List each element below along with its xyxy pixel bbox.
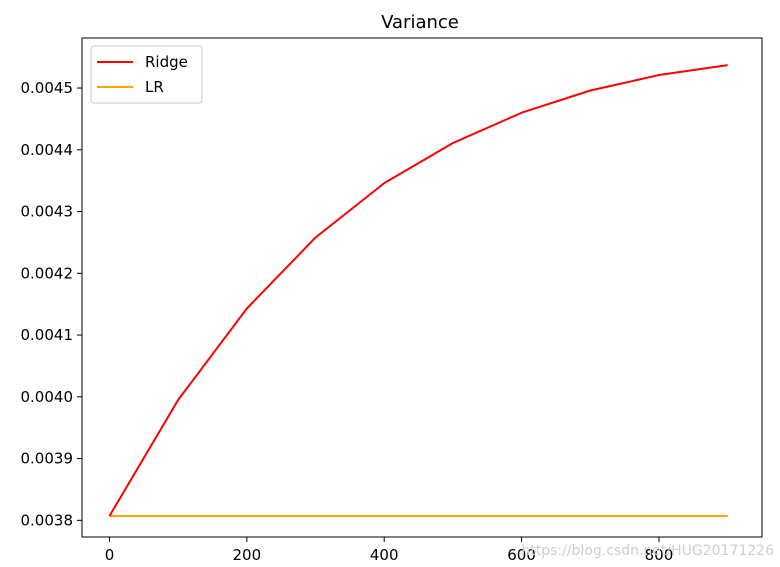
legend-frame xyxy=(90,45,203,104)
x-tick-label: 200 xyxy=(233,546,262,564)
y-tick-label: 0.0041 xyxy=(21,326,74,344)
x-tick-label: 600 xyxy=(507,546,536,564)
y-tick-label: 0.0040 xyxy=(21,388,74,406)
series-layer xyxy=(108,64,728,517)
y-tick-label: 0.0044 xyxy=(21,141,74,159)
series-line-ridge xyxy=(108,64,728,517)
y-tick-label: 0.0039 xyxy=(21,450,74,468)
plot-area xyxy=(81,37,763,538)
x-tick-label: 0 xyxy=(105,546,115,564)
y-tick-label: 0.0043 xyxy=(21,203,74,221)
legend: Ridge LR xyxy=(90,45,203,104)
y-tick-label: 0.0042 xyxy=(21,264,74,282)
legend-label-lr: LR xyxy=(145,78,164,96)
x-tick-label: 400 xyxy=(370,546,399,564)
watermark-text: https://blog.csdn.net/HUG20171226 xyxy=(521,543,774,559)
y-tick-label: 0.0038 xyxy=(21,511,74,529)
y-tick-label: 0.0045 xyxy=(21,79,74,97)
chart-title: Variance xyxy=(381,12,459,33)
x-axis: 0 200 400 600 800 xyxy=(105,537,674,564)
y-axis: 0.0038 0.0039 0.0040 0.0041 0.0042 0.0043 0.00… xyxy=(21,79,82,529)
legend-label-ridge: Ridge xyxy=(145,53,188,71)
x-tick-label: 800 xyxy=(645,546,674,564)
